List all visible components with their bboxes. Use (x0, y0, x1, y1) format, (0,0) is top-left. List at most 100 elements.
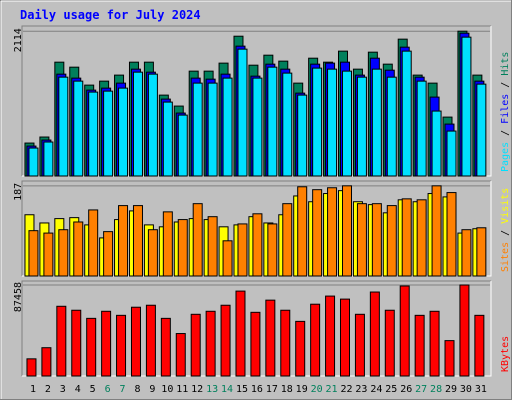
x-tick-label: 15 (236, 384, 248, 395)
x-tick-label: 5 (90, 384, 96, 395)
bar (43, 232, 54, 277)
bar (476, 227, 487, 277)
bar (205, 310, 216, 377)
bar (369, 291, 380, 377)
bar (177, 219, 188, 277)
bar (132, 71, 143, 177)
x-tick-label: 10 (161, 384, 173, 395)
bar (250, 311, 261, 377)
y-tick-label: 2114 (13, 28, 24, 52)
legend-entry: Sites (500, 242, 511, 272)
x-tick-label: 23 (355, 384, 367, 395)
bar (327, 187, 338, 277)
bar (282, 203, 293, 277)
bar (192, 82, 203, 177)
bar (461, 36, 472, 177)
bar (237, 223, 248, 277)
legend-separator: / (500, 224, 511, 242)
bar (282, 72, 293, 177)
bar (28, 230, 39, 277)
x-tick-label: 20 (311, 384, 323, 395)
x-tick-label: 9 (149, 384, 155, 395)
bar (103, 90, 114, 177)
x-tick-label: 16 (251, 384, 263, 395)
bar (354, 313, 365, 377)
x-tick-label: 7 (120, 384, 126, 395)
bar (429, 310, 440, 377)
y-tick-label: 187 (13, 183, 24, 201)
x-tick-label: 24 (370, 384, 382, 395)
bar (207, 82, 218, 177)
panel-border (21, 25, 491, 176)
x-tick-label: 29 (445, 384, 457, 395)
bar (459, 284, 470, 377)
bar (476, 83, 487, 177)
bar (103, 231, 114, 277)
x-tick-label: 6 (105, 384, 111, 395)
bar (147, 73, 158, 177)
bar (252, 77, 263, 177)
bar (28, 147, 39, 177)
bar (399, 285, 410, 377)
bar (446, 192, 457, 277)
bar (341, 70, 352, 177)
bar (310, 303, 321, 377)
bar (26, 358, 37, 377)
bar (101, 310, 112, 377)
x-tick-label: 2 (45, 384, 51, 395)
legend-entry: KBytes (500, 336, 511, 372)
bar (235, 290, 246, 377)
bar (175, 333, 186, 377)
bar (312, 189, 323, 277)
x-tick-label: 26 (400, 384, 412, 395)
bar (43, 141, 54, 177)
x-tick-label: 27 (415, 384, 427, 395)
bar (237, 48, 248, 177)
bar (118, 205, 129, 277)
bar (252, 213, 263, 277)
bar (401, 50, 412, 177)
bar (220, 304, 231, 377)
bar (431, 110, 442, 177)
bar (414, 314, 425, 377)
bar (401, 198, 412, 277)
bar (325, 295, 336, 377)
bar (116, 314, 127, 377)
bar (86, 317, 97, 377)
bar (386, 205, 397, 277)
x-tick-label: 8 (134, 384, 140, 395)
panel-border (21, 180, 491, 276)
legend: Sites / Visits (500, 188, 511, 272)
bar (384, 309, 395, 377)
bar (444, 340, 455, 377)
legend-separator: / (500, 76, 511, 94)
bar (73, 221, 84, 277)
bar (71, 309, 82, 377)
bar (190, 313, 201, 377)
x-tick-label: 21 (326, 384, 338, 395)
bar (341, 185, 352, 277)
bar (118, 87, 129, 177)
bar (177, 114, 188, 177)
bar (56, 305, 67, 377)
legend-entry: Visits (500, 188, 511, 224)
x-tick-label: 19 (296, 384, 308, 395)
bar (295, 320, 306, 377)
bar (88, 209, 99, 277)
bar (267, 66, 278, 177)
bar (297, 94, 308, 177)
panel-border (21, 280, 491, 376)
bar (222, 240, 233, 277)
bar (162, 211, 173, 277)
x-tick-label: 11 (176, 384, 188, 395)
bar (280, 309, 291, 377)
x-tick-label: 13 (206, 384, 218, 395)
x-tick-label: 22 (340, 384, 352, 395)
bar (58, 229, 69, 277)
legend-separator: / (500, 124, 511, 142)
x-tick-label: 12 (191, 384, 203, 395)
bar (431, 185, 442, 277)
bar (58, 76, 69, 177)
bar (371, 203, 382, 277)
